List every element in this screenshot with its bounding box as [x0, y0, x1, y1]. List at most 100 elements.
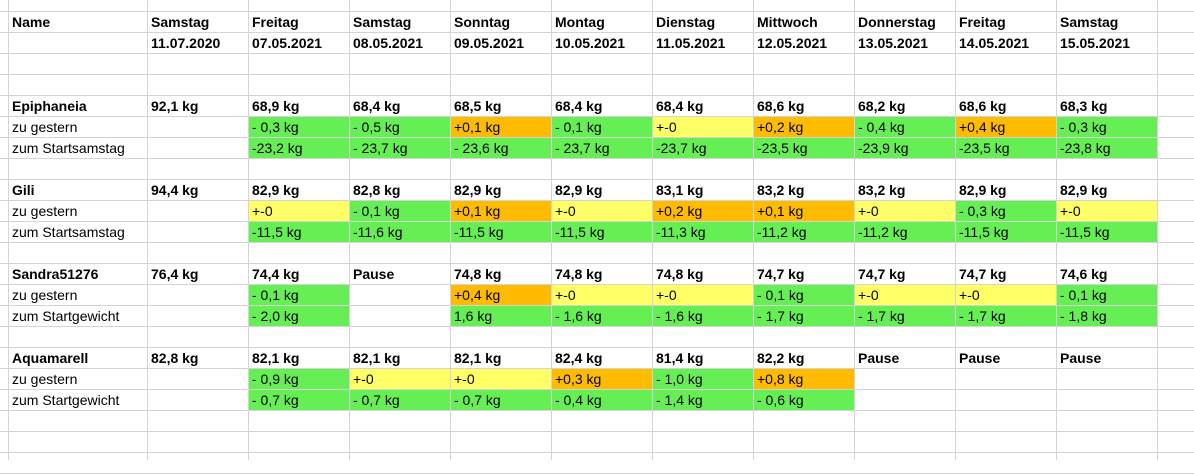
header-date-cell[interactable]: 11.05.2021 — [656, 35, 726, 51]
change-cell[interactable]: - 23,6 kg — [451, 138, 551, 158]
header-name-cell[interactable]: Name — [12, 14, 51, 30]
person-name-cell[interactable]: Aquamarell — [12, 350, 89, 366]
change-cell[interactable]: +-0 — [1057, 201, 1157, 221]
change-cell[interactable]: - 0,5 kg — [350, 117, 450, 137]
weight-cell[interactable]: 74,7 kg — [757, 266, 805, 282]
weight-cell[interactable]: 82,1 kg — [252, 350, 300, 366]
change-cell[interactable] — [148, 390, 248, 410]
change-cell[interactable]: -11,5 kg — [956, 222, 1056, 242]
change-cell[interactable]: +-0 — [855, 285, 955, 305]
weight-cell[interactable]: 82,9 kg — [454, 182, 502, 198]
row-label-cell[interactable]: zum Startsamstag — [12, 224, 125, 240]
change-cell[interactable] — [148, 306, 248, 326]
change-cell[interactable]: +0,2 kg — [653, 201, 753, 221]
weight-cell[interactable]: 83,2 kg — [757, 182, 805, 198]
weight-cell[interactable]: 68,6 kg — [959, 98, 1007, 114]
change-cell[interactable]: - 0,1 kg — [552, 117, 652, 137]
weight-cell[interactable]: 74,8 kg — [454, 266, 502, 282]
change-cell[interactable]: - 0,7 kg — [451, 390, 551, 410]
change-cell[interactable]: -11,5 kg — [451, 222, 551, 242]
weight-cell[interactable]: 74,6 kg — [1060, 266, 1108, 282]
change-cell[interactable]: -11,5 kg — [1057, 222, 1157, 242]
change-cell[interactable]: +-0 — [653, 285, 753, 305]
row-label-cell[interactable]: zu gestern — [12, 287, 78, 303]
weight-cell[interactable]: 74,8 kg — [656, 266, 704, 282]
person-name-cell[interactable]: Epiphaneia — [12, 98, 87, 114]
header-date-cell[interactable]: 14.05.2021 — [959, 35, 1030, 51]
weight-cell[interactable]: 68,4 kg — [555, 98, 603, 114]
weight-cell[interactable]: 68,9 kg — [252, 98, 300, 114]
change-cell[interactable] — [956, 390, 1056, 410]
change-cell[interactable]: +-0 — [451, 369, 551, 389]
weight-cell[interactable]: 74,7 kg — [959, 266, 1007, 282]
weight-cell[interactable]: 68,4 kg — [353, 98, 401, 114]
change-cell[interactable]: - 0,3 kg — [249, 117, 349, 137]
change-cell[interactable] — [148, 222, 248, 242]
header-day-cell[interactable]: Freitag — [252, 14, 299, 30]
change-cell[interactable]: - 0,7 kg — [249, 390, 349, 410]
weight-cell[interactable]: 82,8 kg — [151, 350, 199, 366]
weight-cell[interactable]: 83,1 kg — [656, 182, 704, 198]
change-cell[interactable]: -23,5 kg — [956, 138, 1056, 158]
weight-cell[interactable]: 68,6 kg — [757, 98, 805, 114]
weight-cell[interactable]: 82,9 kg — [959, 182, 1007, 198]
weight-cell[interactable]: 83,2 kg — [858, 182, 906, 198]
weight-cell[interactable]: 82,1 kg — [353, 350, 401, 366]
header-date-cell[interactable]: 10.05.2021 — [555, 35, 626, 51]
weight-cell[interactable]: 68,3 kg — [1060, 98, 1108, 114]
weight-cell[interactable]: 82,9 kg — [252, 182, 300, 198]
header-day-cell[interactable]: Dienstag — [656, 14, 716, 30]
weight-cell[interactable]: 68,4 kg — [656, 98, 704, 114]
row-label-cell[interactable]: zum Startgewicht — [12, 392, 120, 408]
row-label-cell[interactable]: zu gestern — [12, 203, 78, 219]
weight-cell[interactable]: 81,4 kg — [656, 350, 704, 366]
header-day-cell[interactable]: Sonntag — [454, 14, 510, 30]
change-cell[interactable]: - 0,9 kg — [249, 369, 349, 389]
change-cell[interactable]: +-0 — [653, 117, 753, 137]
change-cell[interactable]: - 0,3 kg — [1057, 117, 1157, 137]
change-cell[interactable]: -11,2 kg — [855, 222, 955, 242]
change-cell[interactable] — [855, 390, 955, 410]
change-cell[interactable]: - 1,6 kg — [653, 306, 753, 326]
weight-cell[interactable]: Pause — [353, 266, 395, 282]
change-cell[interactable] — [1057, 390, 1157, 410]
weight-cell[interactable]: Pause — [1060, 350, 1102, 366]
change-cell[interactable]: - 1,7 kg — [956, 306, 1056, 326]
change-cell[interactable]: - 23,7 kg — [350, 138, 450, 158]
weight-cell[interactable]: 92,1 kg — [151, 98, 199, 114]
weight-cell[interactable]: 82,9 kg — [1060, 182, 1108, 198]
change-cell[interactable]: -23,8 kg — [1057, 138, 1157, 158]
change-cell[interactable]: - 2,0 kg — [249, 306, 349, 326]
header-day-cell[interactable]: Samstag — [151, 14, 210, 30]
change-cell[interactable]: - 1,6 kg — [552, 306, 652, 326]
change-cell[interactable]: - 0,1 kg — [754, 285, 854, 305]
weight-cell[interactable]: Pause — [858, 350, 900, 366]
weight-cell[interactable]: Pause — [959, 350, 1001, 366]
change-cell[interactable]: - 0,3 kg — [956, 201, 1056, 221]
change-cell[interactable]: - 0,7 kg — [350, 390, 450, 410]
header-date-cell[interactable]: 12.05.2021 — [757, 35, 828, 51]
weight-cell[interactable]: 68,2 kg — [858, 98, 906, 114]
weight-cell[interactable]: 82,9 kg — [555, 182, 603, 198]
change-cell[interactable]: +0,2 kg — [754, 117, 854, 137]
weight-cell[interactable]: 82,1 kg — [454, 350, 502, 366]
change-cell[interactable] — [148, 369, 248, 389]
change-cell[interactable]: - 0,4 kg — [552, 390, 652, 410]
change-cell[interactable]: +0,1 kg — [754, 201, 854, 221]
header-date-cell[interactable]: 08.05.2021 — [353, 35, 424, 51]
change-cell[interactable]: +-0 — [855, 201, 955, 221]
change-cell[interactable] — [1057, 369, 1157, 389]
change-cell[interactable]: - 1,4 kg — [653, 390, 753, 410]
change-cell[interactable] — [956, 369, 1056, 389]
change-cell[interactable]: -11,2 kg — [754, 222, 854, 242]
change-cell[interactable]: -23,7 kg — [653, 138, 753, 158]
row-label-cell[interactable]: zu gestern — [12, 119, 78, 135]
change-cell[interactable]: -23,5 kg — [754, 138, 854, 158]
change-cell[interactable]: -23,9 kg — [855, 138, 955, 158]
change-cell[interactable]: +0,3 kg — [552, 369, 652, 389]
row-label-cell[interactable]: zum Startsamstag — [12, 140, 125, 156]
header-date-cell[interactable]: 11.07.2020 — [151, 35, 221, 51]
header-day-cell[interactable]: Donnerstag — [858, 14, 936, 30]
change-cell[interactable]: +-0 — [350, 369, 450, 389]
change-cell[interactable]: -11,5 kg — [552, 222, 652, 242]
